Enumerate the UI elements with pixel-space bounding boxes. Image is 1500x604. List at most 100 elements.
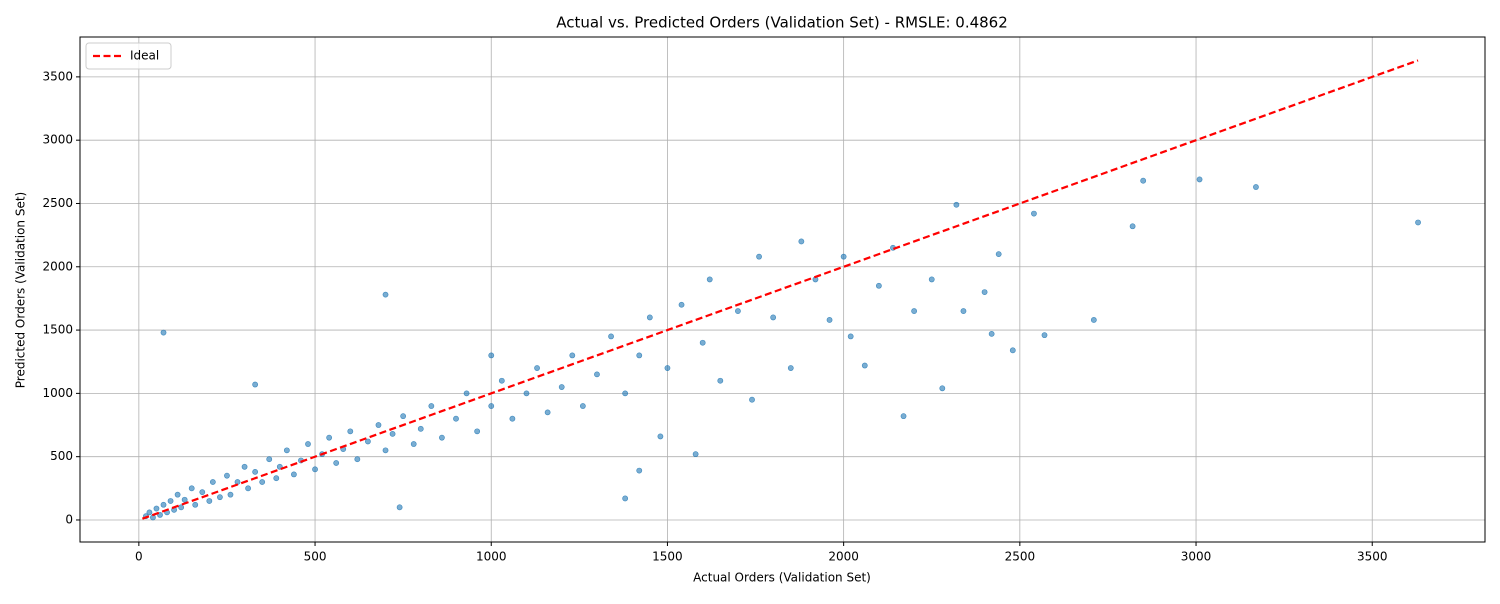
point	[1041, 332, 1048, 339]
point	[396, 504, 403, 511]
x-tick-label: 2500	[1005, 550, 1036, 564]
point	[692, 451, 699, 458]
y-tick-label: 2000	[42, 259, 73, 273]
point	[354, 456, 361, 463]
point	[224, 472, 230, 479]
point	[241, 463, 248, 470]
point	[995, 251, 1002, 258]
point	[439, 434, 445, 441]
chart-title: Actual vs. Predicted Orders (Validation …	[556, 14, 1008, 32]
point	[206, 498, 213, 504]
point	[178, 504, 185, 511]
point	[636, 467, 643, 474]
point	[259, 479, 266, 485]
point	[735, 308, 741, 314]
point	[544, 409, 551, 416]
point	[209, 479, 216, 485]
point	[509, 415, 516, 422]
point	[400, 413, 407, 420]
point	[389, 430, 396, 437]
point	[678, 301, 685, 308]
x-axis-label: Actual Orders (Validation Set)	[693, 571, 871, 585]
point	[160, 501, 167, 508]
point	[939, 385, 946, 392]
point	[199, 489, 206, 496]
point	[453, 415, 459, 422]
point	[283, 447, 290, 454]
y-tick-label: 3000	[42, 133, 73, 147]
point	[488, 403, 495, 409]
point	[375, 422, 382, 428]
point	[787, 365, 794, 371]
point	[217, 494, 223, 501]
legend-box	[85, 42, 172, 70]
point	[622, 495, 629, 502]
point	[770, 314, 777, 321]
point	[569, 352, 576, 359]
point	[174, 491, 181, 498]
point	[756, 253, 762, 260]
point	[153, 505, 160, 512]
point	[417, 425, 424, 432]
point	[749, 396, 755, 403]
x-tick-label: 0	[135, 550, 143, 564]
plot-frame	[79, 36, 1486, 543]
point	[1129, 223, 1136, 230]
point	[579, 403, 586, 409]
point	[594, 371, 600, 378]
point	[1140, 177, 1147, 184]
point	[160, 329, 167, 336]
point	[646, 314, 653, 321]
point	[347, 428, 354, 435]
point	[227, 491, 234, 498]
y-tick-label: 0	[65, 512, 73, 526]
point	[382, 291, 389, 298]
point	[953, 201, 960, 208]
x-tick-label: 2000	[828, 550, 859, 564]
point	[1009, 347, 1016, 354]
ideal-line	[142, 59, 1419, 520]
point	[534, 365, 540, 371]
point	[911, 308, 918, 314]
point	[523, 390, 530, 397]
point	[900, 413, 907, 420]
point	[463, 390, 470, 397]
point	[181, 496, 188, 503]
point	[382, 447, 389, 454]
x-tick-label: 3500	[1357, 550, 1388, 564]
y-tick-label: 2500	[42, 196, 73, 210]
point	[188, 485, 195, 492]
point	[988, 330, 995, 337]
point	[428, 403, 435, 409]
point	[498, 377, 505, 384]
point	[1253, 184, 1259, 190]
y-tick-label: 1500	[42, 323, 73, 337]
point	[608, 333, 614, 340]
point	[312, 466, 318, 473]
point	[192, 501, 199, 508]
x-tick-label: 3000	[1181, 550, 1212, 564]
point	[333, 460, 340, 466]
point	[847, 333, 854, 340]
y-tick-label: 3500	[42, 69, 73, 83]
point	[252, 468, 259, 475]
point	[252, 381, 259, 388]
point	[488, 352, 495, 359]
y-tick-label: 1000	[42, 386, 73, 400]
x-tick-label: 1000	[476, 550, 507, 564]
point	[875, 282, 882, 289]
point	[657, 433, 664, 440]
point	[706, 276, 713, 283]
point	[474, 428, 481, 435]
point	[960, 308, 967, 314]
x-tick-label: 500	[304, 550, 327, 564]
point	[826, 317, 833, 323]
point	[798, 238, 805, 245]
y-axis-label: Predicted Orders (Validation Set)	[14, 192, 28, 388]
point	[840, 253, 847, 260]
point	[305, 441, 311, 447]
point	[622, 390, 629, 397]
point	[1415, 219, 1421, 226]
point	[1031, 210, 1037, 217]
